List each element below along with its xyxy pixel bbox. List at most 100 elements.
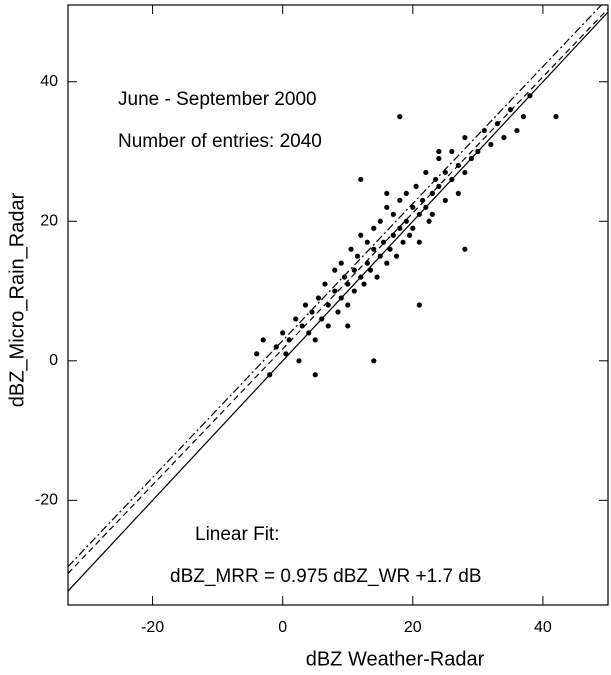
point (371, 358, 377, 364)
point (390, 232, 396, 238)
point (390, 211, 396, 217)
point (384, 190, 390, 196)
x-tick-label: 20 (404, 619, 422, 636)
point (348, 246, 354, 252)
point (432, 176, 439, 183)
point (436, 155, 442, 162)
point (419, 197, 426, 203)
plot-area (68, 5, 608, 592)
plot-frame (67, 4, 609, 606)
point (377, 253, 383, 259)
point (322, 281, 328, 287)
point (302, 302, 309, 308)
point (371, 246, 377, 252)
point (358, 232, 364, 238)
y-axis-label: dBZ_Micro_Rain_Radar (6, 192, 28, 407)
point (455, 190, 461, 196)
fit-line (68, 8, 608, 574)
point (406, 232, 413, 238)
point (494, 121, 500, 127)
point (488, 141, 494, 148)
annotation: Linear Fit: (195, 524, 279, 545)
point (416, 239, 422, 245)
point (364, 239, 370, 245)
point (501, 134, 507, 141)
point (351, 267, 357, 273)
point (462, 169, 468, 176)
point (296, 358, 302, 364)
point (358, 274, 364, 280)
point (325, 323, 331, 329)
x-tick-label: 40 (534, 619, 552, 636)
point (442, 197, 448, 203)
point (367, 267, 374, 273)
point (380, 239, 387, 245)
point (377, 218, 383, 224)
y-tick-label: -20 (35, 492, 58, 509)
point (403, 218, 409, 224)
point (423, 169, 429, 176)
point (332, 288, 338, 294)
point (312, 337, 318, 343)
point (358, 176, 364, 183)
point (364, 260, 370, 266)
point (429, 211, 435, 217)
point (338, 295, 344, 301)
point (462, 134, 468, 141)
point (520, 114, 527, 120)
annotation: Number of entries: 2040 (118, 131, 322, 152)
fit-line (68, 11, 608, 592)
point (553, 114, 559, 120)
point (436, 148, 442, 155)
point (436, 183, 442, 189)
point (306, 330, 312, 336)
point (462, 246, 468, 252)
point (400, 239, 406, 245)
point (475, 148, 481, 155)
x-tick-label: -20 (141, 619, 164, 636)
point (345, 323, 351, 329)
point (397, 197, 403, 203)
point (384, 204, 390, 210)
point (273, 344, 279, 350)
point (345, 281, 351, 287)
point (455, 162, 461, 169)
point (254, 351, 260, 357)
point (325, 302, 331, 308)
point (293, 316, 299, 322)
point (345, 302, 351, 308)
point (426, 218, 432, 224)
point (403, 190, 409, 196)
y-tick-label: 0 (49, 352, 58, 369)
annotation: June - September 2000 (118, 89, 317, 110)
point (267, 372, 273, 378)
point (384, 260, 390, 266)
point (514, 127, 520, 134)
point (468, 155, 474, 162)
point (481, 127, 487, 134)
point (315, 295, 322, 301)
point (332, 267, 338, 273)
point (341, 274, 348, 280)
point (413, 183, 419, 189)
point (410, 204, 416, 210)
point (374, 274, 380, 280)
point (371, 225, 377, 231)
point (527, 93, 533, 99)
point (351, 288, 357, 294)
point (423, 204, 429, 210)
point (309, 309, 315, 315)
point (429, 190, 435, 196)
annotation: dBZ_MRR = 0.975 dBZ_WR +1.7 dB (170, 566, 482, 587)
point (416, 211, 422, 217)
point (393, 253, 400, 259)
fit-line (68, 5, 603, 568)
y-tick-label: 40 (40, 73, 58, 90)
point (416, 302, 422, 308)
point (361, 281, 367, 287)
point (449, 176, 455, 183)
point (338, 260, 344, 266)
point (260, 337, 266, 343)
